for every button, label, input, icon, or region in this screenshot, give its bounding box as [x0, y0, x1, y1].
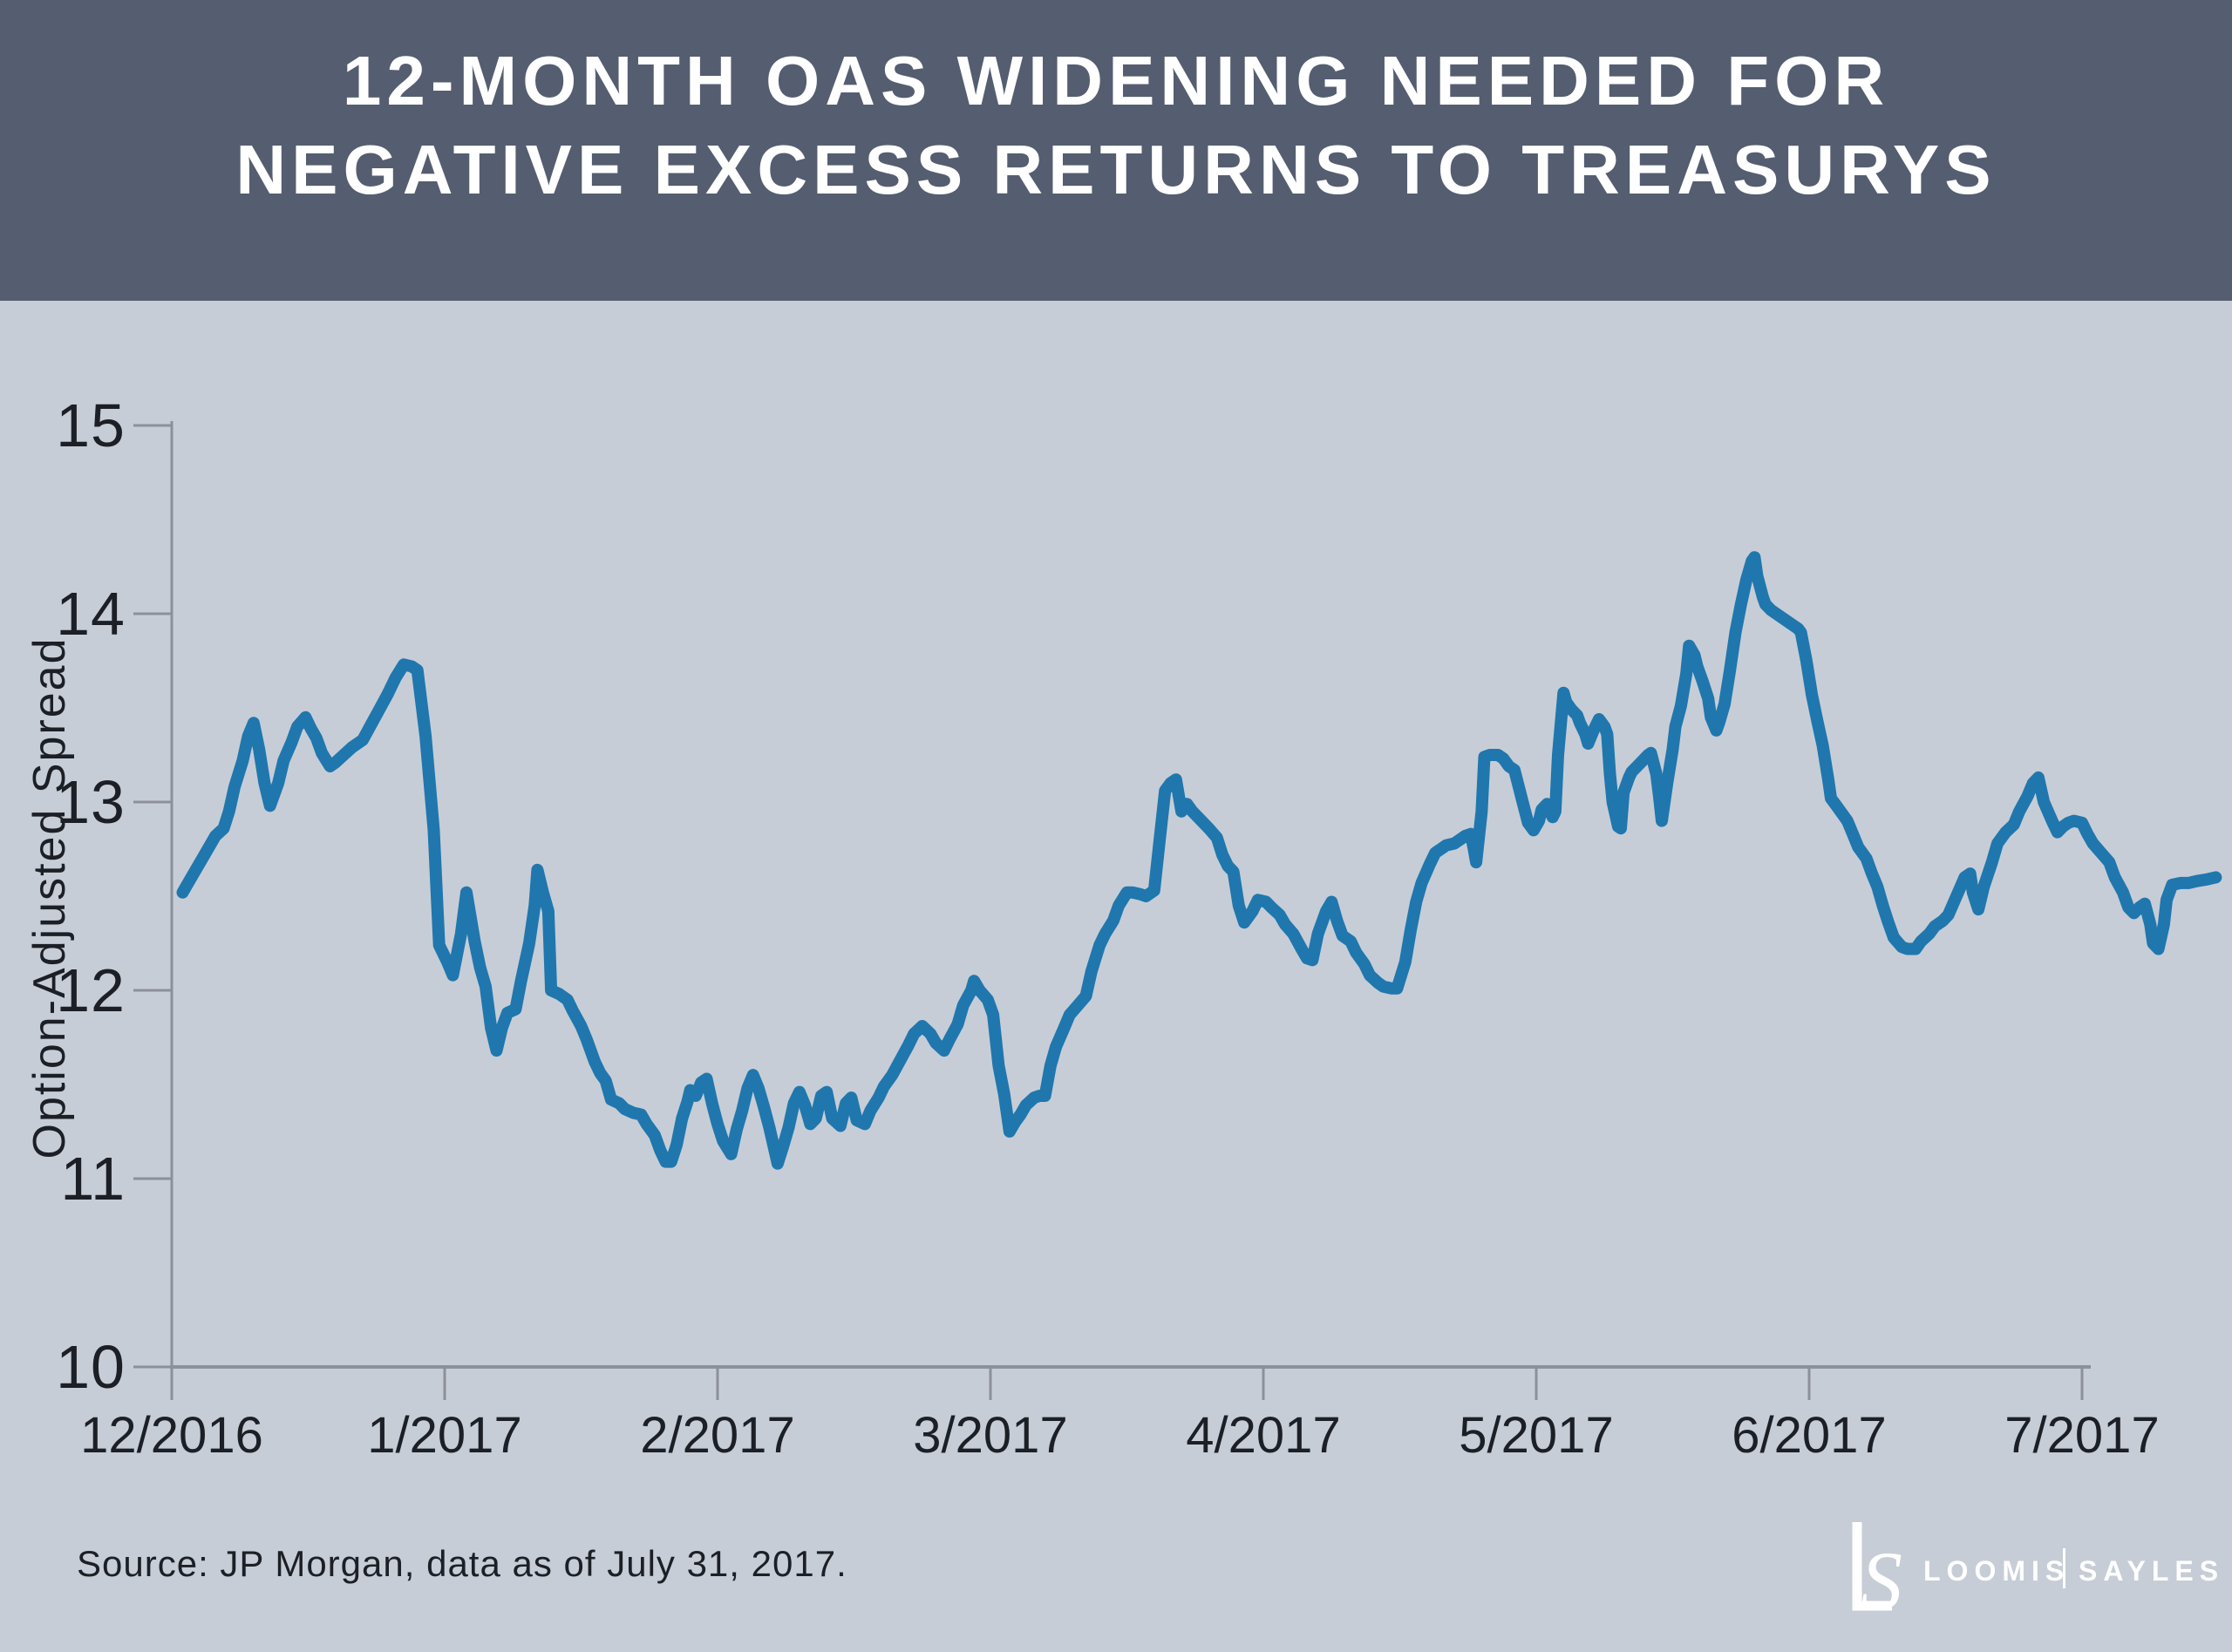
oas-series-line — [176, 551, 2222, 1170]
x-tick-label: 5/2017 — [1459, 1407, 1614, 1464]
svg-text:S: S — [1861, 1534, 1902, 1620]
loomis-sayles-logo: S LOOMIS SAYLES — [1838, 1515, 2232, 1620]
chart-title-line-2: NEGATIVE EXCESS RETURNS TO TREASURYS — [235, 131, 1997, 208]
x-tick-label: 3/2017 — [913, 1407, 1068, 1464]
x-tick-label: 7/2017 — [2004, 1407, 2160, 1464]
y-axis-title: Option-Adjusted Spread — [24, 636, 75, 1159]
y-tick-label: 12 — [56, 956, 126, 1024]
y-tick-label: 13 — [56, 768, 126, 836]
y-tick-label: 14 — [56, 580, 126, 648]
logo-divider — [2063, 1548, 2065, 1588]
x-tick-label: 4/2017 — [1186, 1407, 1341, 1464]
logo-word-sayles: SAYLES — [2079, 1555, 2225, 1587]
x-tick-label: 2/2017 — [640, 1407, 795, 1464]
x-tick-label: 1/2017 — [367, 1407, 522, 1464]
logo-word-loomis: LOOMIS — [1923, 1555, 2071, 1587]
chart-title-line-1: 12-MONTH OAS WIDENING NEEDED FOR — [342, 42, 1890, 119]
x-tick-label: 12/2016 — [80, 1407, 263, 1464]
source-note: Source: JP Morgan, data as of July 31, 2… — [77, 1543, 847, 1584]
ls-monogram-icon: S — [1852, 1522, 1902, 1620]
y-tick-label: 15 — [56, 391, 126, 459]
header-banner: 12-MONTH OAS WIDENING NEEDED FOR NEGATIV… — [0, 0, 2232, 301]
y-tick-label: 11 — [60, 1145, 126, 1213]
y-tick-label: 10 — [56, 1333, 126, 1401]
x-tick-label: 6/2017 — [1732, 1407, 1887, 1464]
